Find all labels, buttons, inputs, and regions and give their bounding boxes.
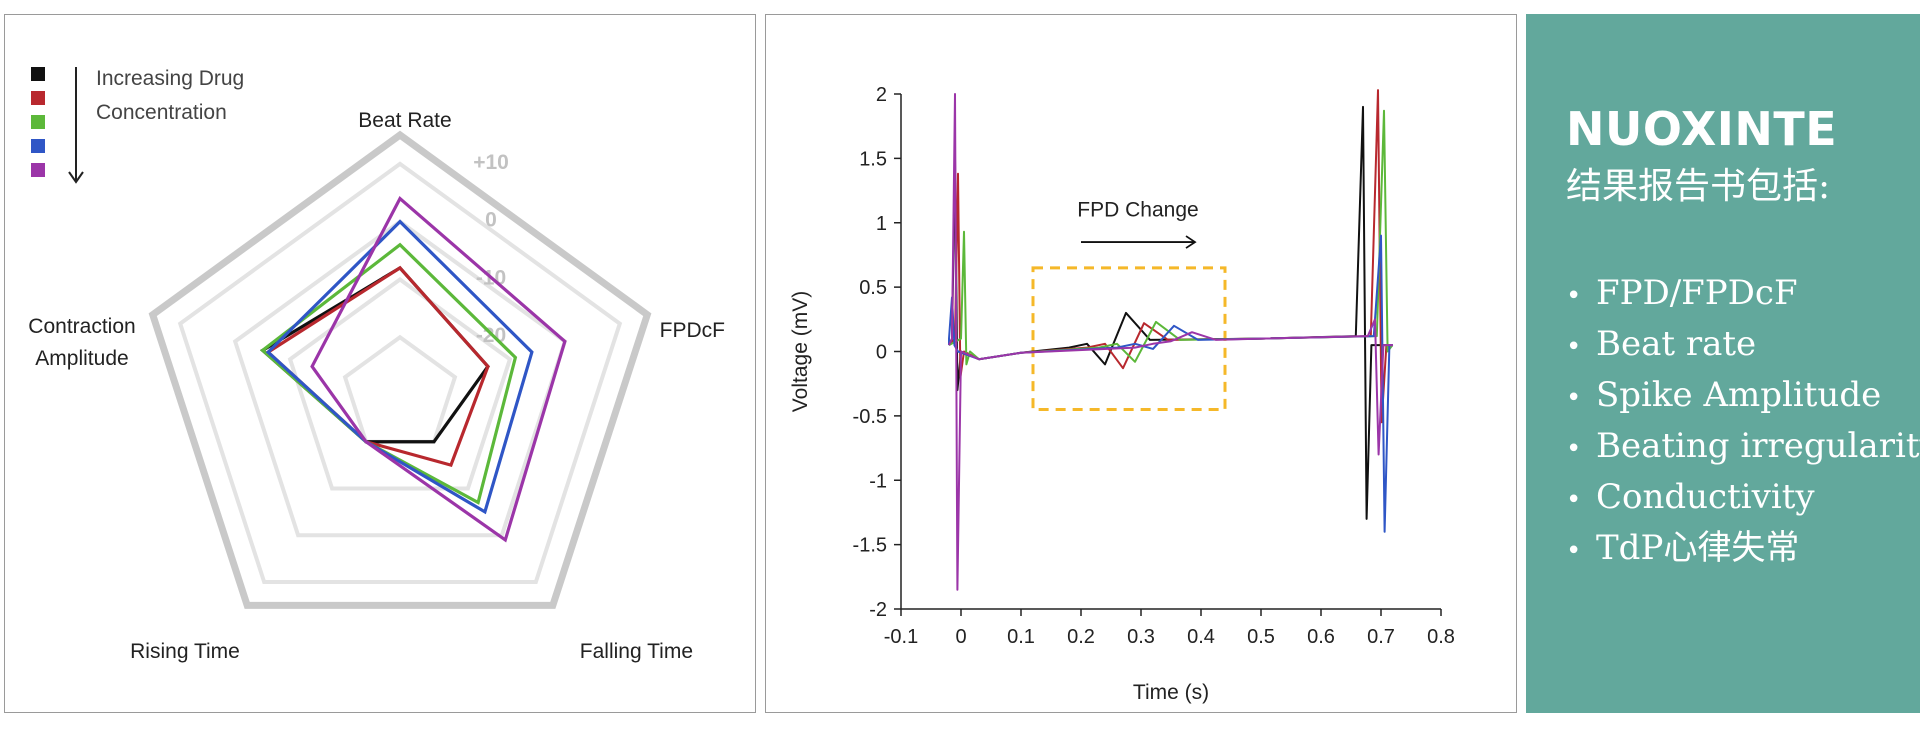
waveform-chart-panel: -0.1 0 0.1 0.2 0.3 0.4 0.5 0.6 0.7 0.8 -2 -1.5 -1 -0.… xyxy=(765,14,1517,713)
x-tick-label: 0.7 xyxy=(1367,626,1395,648)
y-tick-label: -2 xyxy=(869,599,887,621)
x-tick-label: 0.8 xyxy=(1427,626,1455,648)
radar-axis-label: Rising Time xyxy=(130,640,240,663)
y-tick-label: 0.5 xyxy=(859,277,887,299)
bullet-icon: • xyxy=(1566,281,1582,311)
bullet-icon: • xyxy=(1566,485,1582,515)
list-item: • FPD/FPDcF xyxy=(1566,269,1920,320)
legend-title: Concentration xyxy=(96,101,227,124)
radar-ring-label: 0 xyxy=(485,209,497,232)
report-item-label: TdP心律失常 xyxy=(1596,528,1800,568)
list-item: • Conductivity xyxy=(1566,473,1920,524)
x-tick-label: 0.3 xyxy=(1127,626,1155,648)
report-item-label: FPD/FPDcF xyxy=(1596,273,1798,313)
bullet-icon: • xyxy=(1566,383,1582,413)
voltage-trace xyxy=(948,105,1393,520)
radar-series-line xyxy=(310,196,567,543)
radar-axis-label: Falling Time xyxy=(580,640,693,663)
x-tick-label: 0.5 xyxy=(1247,626,1275,648)
x-tick-label: 0.4 xyxy=(1187,626,1215,648)
bullet-icon: • xyxy=(1566,536,1582,566)
legend-swatch xyxy=(31,67,45,81)
list-item: • TdP心律失常 xyxy=(1566,524,1920,575)
down-arrow-icon xyxy=(68,171,84,184)
radar-chart-panel: +10 0 -10 -20 Beat Rate FPDcF Falling Time Risi… xyxy=(4,14,756,713)
report-item-list: • FPD/FPDcF • Beat rate • Spike Amplitude •… xyxy=(1566,269,1920,575)
legend-swatch xyxy=(31,115,45,129)
radar-series-line xyxy=(265,219,534,515)
report-panel: NUOXINTE 结果报告书包括: • FPD/FPDcF • Beat rate … xyxy=(1526,14,1920,713)
radar-axis-label: Beat Rate xyxy=(358,109,451,132)
list-item: • Beating irregularity xyxy=(1566,422,1920,473)
x-tick-label: -0.1 xyxy=(884,626,918,648)
x-axis-label: Time (s) xyxy=(1133,681,1209,704)
list-item: • Beat rate xyxy=(1566,320,1920,371)
voltage-trace xyxy=(948,93,1393,591)
voltage-trace xyxy=(948,89,1393,424)
waveform-chart: -0.1 0 0.1 0.2 0.3 0.4 0.5 0.6 0.7 0.8 -2 -1.5 -1 -0.… xyxy=(789,84,1455,704)
radar-grid-ring xyxy=(287,276,513,491)
report-item-label: Conductivity xyxy=(1596,477,1815,517)
legend-swatch xyxy=(31,91,45,105)
x-tick-label: 0.2 xyxy=(1067,626,1095,648)
y-tick-label: 1.5 xyxy=(859,148,887,170)
x-tick-label: 0.1 xyxy=(1007,626,1035,648)
radar-grid-ring xyxy=(342,334,458,444)
y-tick-label: -1.5 xyxy=(853,535,887,557)
y-tick-label: 0 xyxy=(876,342,887,364)
legend-title: Increasing Drug xyxy=(96,67,244,90)
legend-swatch xyxy=(31,139,45,153)
brand-name: NUOXINTE xyxy=(1566,102,1838,156)
annotation-label: FPD Change xyxy=(1077,198,1198,221)
right-arrow-icon xyxy=(1185,235,1197,249)
x-tick-label: 0 xyxy=(955,626,966,648)
bullet-icon: • xyxy=(1566,434,1582,464)
radar-ring-label: +10 xyxy=(473,151,509,174)
radar-axis-label: FPDcF xyxy=(660,319,725,342)
y-tick-label: 2 xyxy=(876,84,887,106)
y-tick-label: -0.5 xyxy=(853,406,887,428)
voltage-trace xyxy=(948,109,1394,366)
voltage-trace xyxy=(948,234,1393,533)
radar-outer-ring xyxy=(148,130,652,609)
y-axis-label: Voltage (mV) xyxy=(789,291,812,412)
radar-series-line xyxy=(265,265,490,468)
y-tick-label: -1 xyxy=(869,470,887,492)
x-tick-label: 0.6 xyxy=(1307,626,1335,648)
radar-grid-ring xyxy=(232,219,568,538)
report-item-label: Spike Amplitude xyxy=(1596,375,1882,415)
bullet-icon: • xyxy=(1566,332,1582,362)
radar-axis-label: Contraction Amplitude xyxy=(28,315,135,370)
list-item: • Spike Amplitude xyxy=(1566,371,1920,422)
radar-grid-ring xyxy=(177,161,623,584)
report-subtitle: 结果报告书包括: xyxy=(1566,166,1831,207)
legend-swatch xyxy=(31,163,45,177)
report-item-label: Beating irregularity xyxy=(1596,426,1920,466)
report-item-label: Beat rate xyxy=(1596,324,1757,364)
y-tick-label: 1 xyxy=(876,213,887,235)
